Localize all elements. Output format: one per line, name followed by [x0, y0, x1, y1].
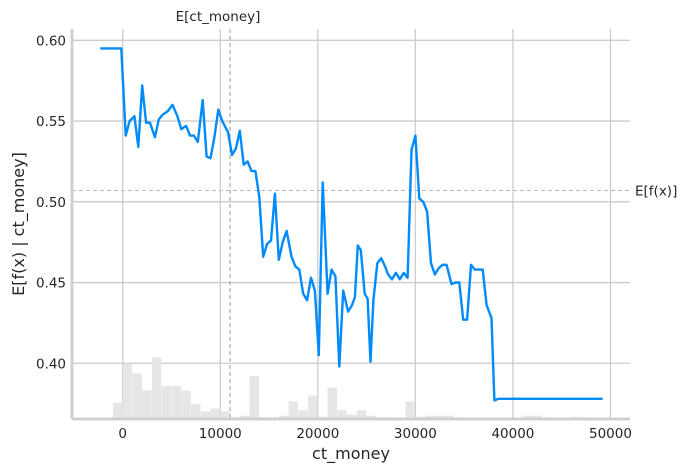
histogram-bar [249, 376, 260, 419]
x-tick-label: 0 [118, 426, 127, 442]
histogram-bar [532, 415, 542, 419]
reference-lines [72, 29, 630, 419]
histogram-bar [298, 410, 308, 419]
x-axis-title: ct_money [312, 444, 390, 464]
histogram-bar [444, 415, 455, 419]
histogram-bar [356, 410, 367, 419]
expected-y-label: E[f(x)] [635, 183, 677, 199]
histogram-bar [425, 415, 435, 419]
y-tick-label: 0.55 [36, 114, 66, 130]
histogram-bar [191, 404, 201, 419]
x-tick-label: 20000 [296, 426, 339, 442]
histogram-bar [112, 402, 123, 419]
histogram-bar [405, 401, 416, 419]
axes: 0 10000 20000 30000 40000 50000 0.40 0.45 0.50 0.… [36, 29, 632, 442]
histogram-bar [366, 415, 377, 419]
x-tick-label: 30000 [394, 426, 437, 442]
x-tick-label: 50000 [589, 426, 632, 442]
series-line-group [100, 47, 603, 402]
x-tick-label: 40000 [491, 426, 534, 442]
grid [72, 29, 630, 419]
histogram-bar [122, 364, 133, 419]
histogram-bar [132, 373, 142, 419]
histogram-bar [434, 415, 445, 419]
histogram-bar [337, 410, 347, 419]
histogram-bar [171, 386, 181, 419]
series-line [100, 47, 603, 402]
histogram-bar [239, 415, 250, 419]
histogram [112, 357, 601, 419]
histogram-bar [308, 395, 318, 419]
histogram-bar [220, 411, 230, 419]
histogram-bar [278, 415, 289, 419]
y-axis-title: E[f(x) | ct_money] [9, 152, 29, 296]
histogram-bar [210, 408, 220, 419]
histogram-bar [161, 386, 172, 419]
histogram-bar [200, 411, 211, 419]
x-tick-label: 10000 [199, 426, 242, 442]
histogram-bar [142, 390, 152, 419]
y-tick-label: 0.45 [36, 276, 66, 292]
y-tick-label: 0.60 [36, 33, 66, 49]
histogram-bar [522, 415, 533, 419]
y-tick-label: 0.40 [36, 356, 66, 372]
histogram-bar [181, 390, 191, 419]
histogram-bar [327, 387, 338, 419]
y-tick-label: 0.50 [36, 195, 66, 211]
histogram-bar [288, 401, 299, 419]
expected-x-label: E[ct_money] [176, 9, 261, 25]
histogram-bar [347, 414, 357, 419]
histogram-bar [151, 357, 162, 419]
labels: ct_money E[f(x) | ct_money] E[ct_money] … [9, 9, 677, 464]
